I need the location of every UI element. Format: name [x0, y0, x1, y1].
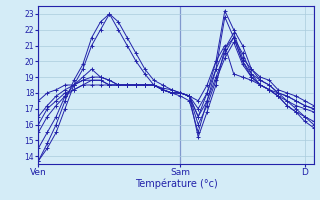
- X-axis label: Température (°c): Température (°c): [135, 179, 217, 189]
